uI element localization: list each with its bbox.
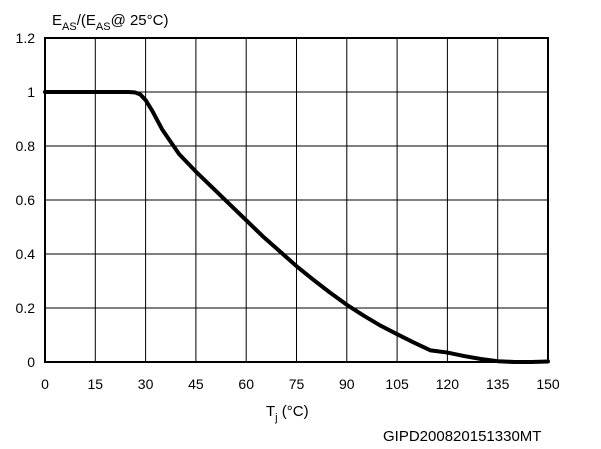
plot-frame [44,37,549,363]
series-line [43,90,550,364]
x-tick-label: 0 [41,376,49,392]
y-tick-labels: 0 0.2 0.4 0.6 0.8 1 1.2 [16,30,36,370]
y-axis-title: EAS/(EAS@ 25°C) [52,12,168,33]
x-tick-label: 45 [188,376,204,392]
x-tick-label: 75 [289,376,305,392]
y-tick-label: 0.6 [16,192,36,208]
x-tick-label: 30 [138,376,154,392]
y-tick-label: 0.2 [16,300,36,316]
x-axis-title: Tj (°C) [266,403,309,424]
x-tick-label: 15 [88,376,104,392]
grid-lines [44,37,549,363]
x-tick-label: 105 [385,376,409,392]
x-tick-label: 90 [339,376,355,392]
y-tick-label: 1 [27,84,35,100]
x-tick-label: 60 [238,376,254,392]
y-tick-label: 0.4 [16,246,36,262]
x-tick-label: 120 [436,376,460,392]
figure-code: GIPD200820151330MT [383,428,541,445]
x-tick-label: 135 [486,376,510,392]
y-tick-label: 0.8 [16,138,36,154]
y-tick-label: 0 [27,354,35,370]
x-tick-labels: 0 15 30 45 60 75 90 105 120 135 150 [41,376,560,392]
x-tick-label: 150 [536,376,560,392]
y-tick-label: 1.2 [16,30,36,46]
